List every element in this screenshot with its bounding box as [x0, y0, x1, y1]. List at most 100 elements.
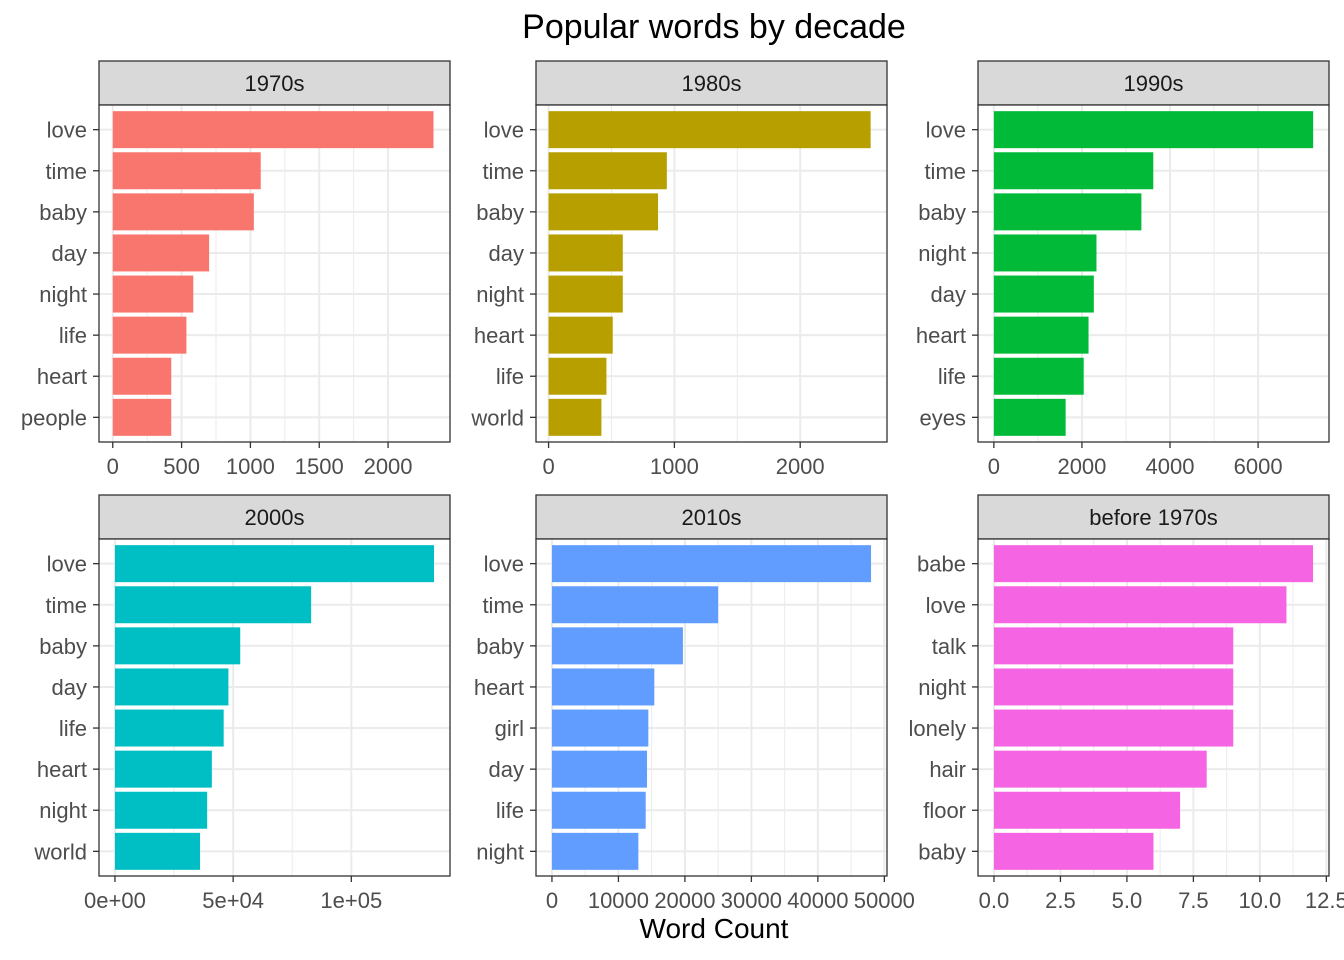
x-tick-label: 0e+00 [84, 888, 146, 913]
bar-lonely [993, 709, 1234, 747]
x-tick-label: 2000 [1057, 454, 1106, 479]
x-tick-label: 7.5 [1178, 888, 1209, 913]
bar-time [993, 152, 1154, 190]
bar-baby [993, 193, 1142, 231]
facet-panel: 2010s love time baby heart girl day life night 0 1… [474, 494, 915, 913]
x-tick-label: 10000 [588, 888, 649, 913]
x-tick-label: 1000 [650, 454, 699, 479]
y-tick-label: heart [916, 323, 966, 348]
y-tick-label: day [931, 282, 966, 307]
bar-time [112, 152, 261, 190]
x-tick-label: 12.5 [1305, 888, 1344, 913]
x-tick-label: 20000 [654, 888, 715, 913]
x-tick-label: 2000 [364, 454, 413, 479]
y-tick-label: baby [39, 200, 87, 225]
bar-night [112, 275, 194, 313]
facet-strip-label: 2010s [682, 505, 742, 530]
y-tick-label: love [926, 593, 966, 618]
bar-night [114, 791, 208, 829]
bar-life [548, 357, 607, 395]
bar-love [114, 545, 435, 583]
y-tick-label: night [39, 798, 87, 823]
y-tick-label: life [59, 716, 87, 741]
bar-heart [548, 316, 613, 354]
y-tick-label: heart [37, 364, 87, 389]
y-tick-label: talk [932, 634, 967, 659]
x-tick-label: 0.0 [979, 888, 1010, 913]
y-tick-label: night [476, 839, 524, 864]
y-tick-label: baby [39, 634, 87, 659]
x-tick-label: 1500 [295, 454, 344, 479]
facet-strip [98, 494, 451, 540]
bar-life [551, 791, 646, 829]
bar-time [114, 586, 312, 624]
bar-time [548, 152, 667, 190]
bar-life [114, 709, 224, 747]
y-tick-label: hair [929, 757, 966, 782]
bar-love [993, 111, 1314, 149]
bar-day [551, 750, 648, 788]
x-axis-title: Word Count [640, 913, 789, 944]
bar-day [548, 234, 623, 272]
x-tick-label: 2000 [776, 454, 825, 479]
bar-baby [114, 627, 241, 665]
y-tick-label: night [39, 282, 87, 307]
bar-baby [112, 193, 254, 231]
x-tick-label: 6000 [1234, 454, 1283, 479]
bar-heart [112, 357, 172, 395]
panel-border [535, 104, 888, 443]
x-tick-label: 4000 [1146, 454, 1195, 479]
x-tick-label: 5e+04 [202, 888, 264, 913]
y-tick-label: babe [917, 552, 966, 577]
bar-night [551, 832, 639, 870]
facet-strip-label: 1990s [1124, 71, 1184, 96]
bar-love [551, 545, 872, 583]
bar-eyes [993, 398, 1066, 436]
facet-strip-label: before 1970s [1089, 505, 1217, 530]
bar-day [112, 234, 210, 272]
y-tick-label: lonely [909, 716, 966, 741]
facet-panel: 2000s love time baby day life heart night world 0… [33, 494, 451, 913]
y-tick-label: life [59, 323, 87, 348]
y-tick-label: world [33, 839, 87, 864]
x-tick-label: 5.0 [1112, 888, 1143, 913]
facet-panel: 1990s love time baby night day heart life eyes 0 2… [916, 60, 1330, 479]
y-tick-label: heart [474, 323, 524, 348]
y-tick-label: day [52, 675, 87, 700]
y-tick-label: time [482, 593, 524, 618]
bar-girl [551, 709, 649, 747]
y-tick-label: baby [476, 634, 524, 659]
y-tick-label: day [489, 241, 524, 266]
bar-night [548, 275, 623, 313]
y-tick-label: heart [37, 757, 87, 782]
panel-border [977, 538, 1330, 877]
y-tick-label: day [489, 757, 524, 782]
x-tick-label: 30000 [721, 888, 782, 913]
y-tick-label: baby [918, 839, 966, 864]
facet-panel: 1970s love time baby day night life heart people… [21, 60, 451, 479]
bar-night [993, 668, 1234, 706]
x-tick-label: 50000 [854, 888, 915, 913]
y-tick-label: night [918, 241, 966, 266]
bar-baby [551, 627, 683, 665]
x-tick-label: 0 [988, 454, 1000, 479]
bar-heart [551, 668, 655, 706]
y-tick-label: time [45, 159, 87, 184]
bar-love [112, 111, 434, 149]
bar-talk [993, 627, 1234, 665]
bar-babe [993, 545, 1314, 583]
facet-strip-label: 1980s [682, 71, 742, 96]
y-tick-label: time [45, 593, 87, 618]
y-tick-label: life [496, 364, 524, 389]
bar-life [993, 357, 1084, 395]
bar-world [114, 832, 201, 870]
facet-panel: before 1970s babe love talk night lonely hair f… [909, 494, 1344, 913]
y-tick-label: heart [474, 675, 524, 700]
y-tick-label: floor [923, 798, 966, 823]
y-tick-label: world [470, 405, 524, 430]
facet-strip [535, 60, 888, 106]
bar-life [112, 316, 187, 354]
x-tick-label: 1000 [226, 454, 275, 479]
y-tick-label: baby [476, 200, 524, 225]
